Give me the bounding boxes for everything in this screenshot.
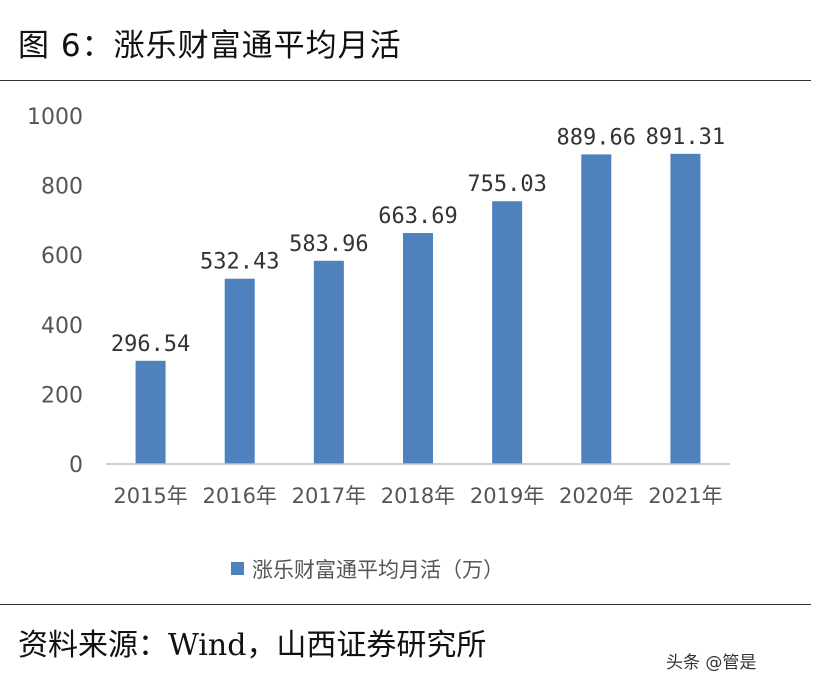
- bar-2021年: [670, 153, 701, 464]
- title-divider: [0, 80, 811, 81]
- y-axis: 0 200 400 600 800 1000: [27, 105, 83, 478]
- legend-swatch: [231, 562, 244, 575]
- x-tick-label: 2020年: [559, 484, 633, 508]
- y-tick-label: 200: [41, 383, 83, 408]
- data-label: 583.96: [289, 232, 368, 257]
- watermark: 头条 @管是: [666, 653, 757, 673]
- x-tick-label: 2015年: [113, 484, 187, 508]
- x-tick-label: 2019年: [470, 484, 544, 508]
- bar-2019年: [492, 201, 523, 464]
- y-tick-label: 800: [41, 175, 83, 200]
- figure-title: 图 6：涨乐财富通平均月活: [18, 28, 402, 64]
- data-label: 663.69: [378, 204, 457, 229]
- bar-2017年: [313, 260, 344, 464]
- x-tick-label: 2021年: [648, 484, 722, 508]
- data-label: 755.03: [467, 172, 546, 197]
- source-note: 资料来源：Wind，山西证券研究所: [18, 628, 487, 663]
- y-tick-label: 1000: [27, 105, 83, 130]
- y-tick-label: 0: [69, 453, 83, 478]
- bar-2018年: [403, 233, 433, 464]
- x-tick-label: 2017年: [292, 484, 366, 508]
- data-label: 891.31: [646, 125, 725, 150]
- legend: 涨乐财富通平均月活（万）: [231, 558, 504, 582]
- x-tick-label: 2016年: [202, 484, 276, 508]
- bars: 296.54 532.43 583.96 663.69 755.03 889.66 891.…: [111, 125, 725, 464]
- bar-chart: 0 200 400 600 800 1000 296.54 532.43 583.96 663.…: [27, 105, 730, 582]
- data-label: 889.66: [557, 125, 636, 150]
- data-label: 296.54: [111, 332, 190, 357]
- y-tick-label: 600: [41, 244, 83, 269]
- bar-2016年: [224, 278, 255, 464]
- bar-2020年: [581, 154, 612, 464]
- x-tick-label: 2018年: [381, 484, 455, 508]
- source-divider: [0, 604, 811, 605]
- bar-2015年: [135, 360, 166, 464]
- legend-label: 涨乐财富通平均月活（万）: [252, 558, 504, 582]
- y-tick-label: 400: [41, 314, 83, 339]
- x-axis: 2015年 2016年 2017年 2018年 2019年 2020年 2021年: [106, 463, 730, 508]
- data-label: 532.43: [200, 250, 279, 275]
